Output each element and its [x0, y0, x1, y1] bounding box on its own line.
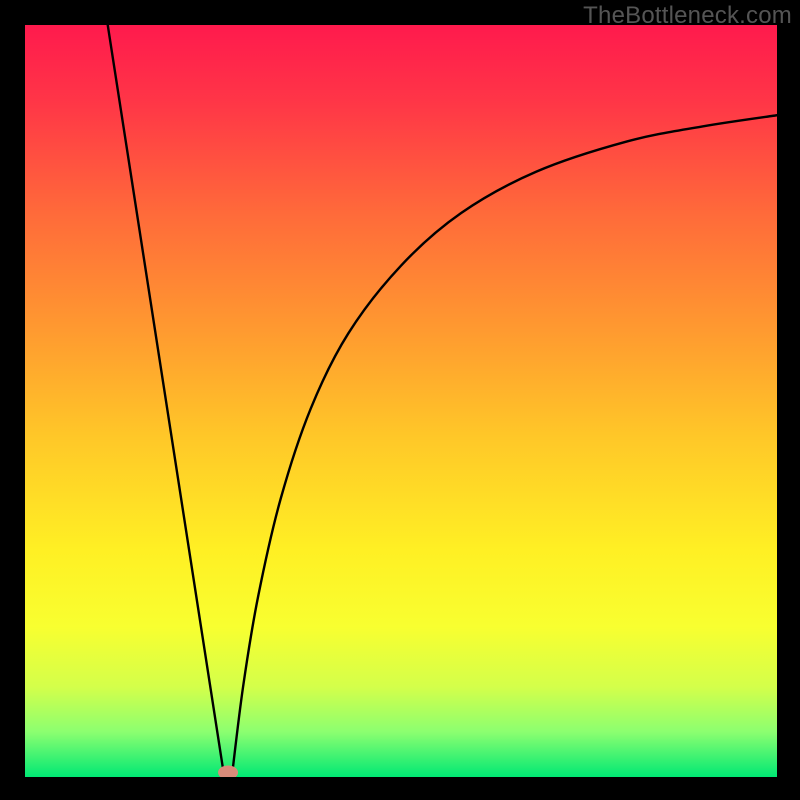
- watermark-text: TheBottleneck.com: [583, 2, 792, 30]
- bottleneck-curve-left: [108, 25, 225, 777]
- optimum-marker: [218, 765, 238, 777]
- curve-layer: [25, 25, 777, 777]
- bottleneck-curve-right: [232, 115, 777, 777]
- plot-area: [25, 25, 777, 777]
- chart-root: TheBottleneck.com: [0, 0, 800, 800]
